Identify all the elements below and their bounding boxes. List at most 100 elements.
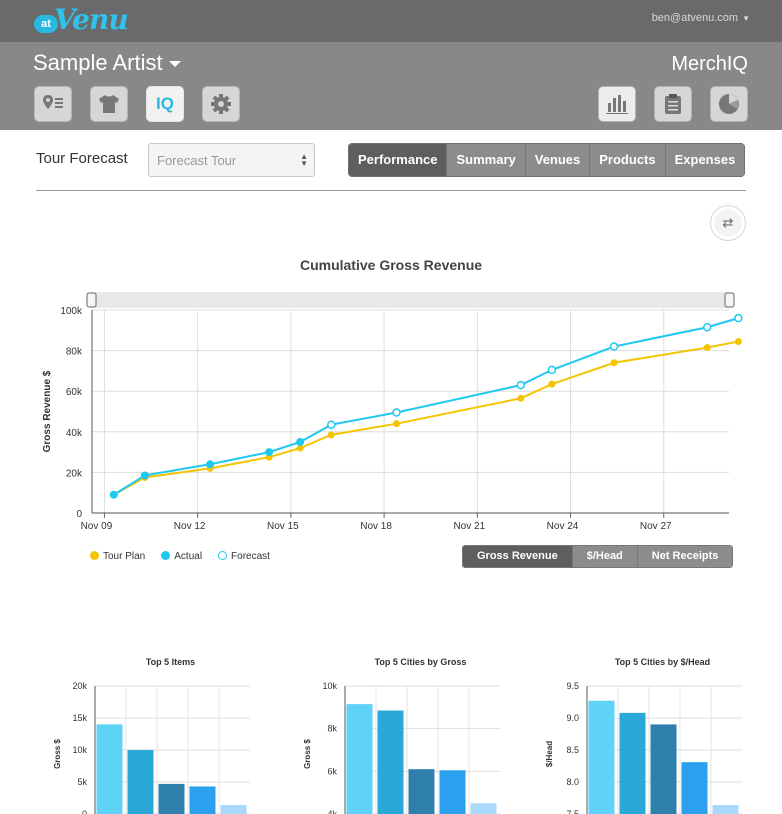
y-tick-label: 4k xyxy=(327,809,337,814)
tab-expenses[interactable]: Expenses xyxy=(664,144,745,176)
y-tick-label: 0 xyxy=(76,509,82,520)
legend-dot xyxy=(161,551,171,560)
point-forecast xyxy=(609,342,619,351)
bar-chart-title: Top 5 Items xyxy=(146,657,195,667)
legend-dot xyxy=(218,551,228,560)
tab-gross-revenue[interactable]: Gross Revenue xyxy=(463,546,572,567)
map-pin-list-icon xyxy=(43,95,63,109)
y-axis-label: Gross $ xyxy=(303,739,312,769)
main-chart-title: Cumulative Gross Revenue xyxy=(299,257,483,273)
y-tick-label: 40k xyxy=(66,428,83,439)
top-bar: at Venu ben@atvenu.com ▼ xyxy=(0,0,782,42)
forecast-tour-select-value: Forecast Tour xyxy=(157,153,237,168)
bar xyxy=(220,805,247,814)
point-tour-plan xyxy=(734,337,742,345)
legend-forecast[interactable]: Forecast xyxy=(218,551,270,562)
bar xyxy=(439,770,466,814)
x-tick-label: Nov 12 xyxy=(174,521,206,532)
point-forecast xyxy=(392,408,401,417)
pie-chart-button[interactable] xyxy=(710,86,748,122)
view-tabs: Performance Summary Venues Products Expe… xyxy=(348,143,746,177)
bar xyxy=(96,724,123,814)
y-tick-label: 15k xyxy=(72,713,87,723)
y-tick-label: 9.0 xyxy=(566,713,579,723)
bar xyxy=(588,700,615,814)
x-tick-label: Nov 21 xyxy=(453,521,485,532)
product-name: MerchIQ xyxy=(671,53,748,75)
y-tick-label: 10k xyxy=(72,745,87,755)
y-tick-label: 8k xyxy=(327,724,337,734)
metric-tabs: Gross Revenue $/Head Net Receipts xyxy=(462,545,734,568)
point-forecast xyxy=(516,380,526,390)
bar xyxy=(346,704,373,814)
point-actual xyxy=(206,460,215,469)
reports-chart-button[interactable] xyxy=(598,86,636,122)
x-tick-label: Nov 15 xyxy=(267,521,299,532)
point-tour-plan xyxy=(517,394,525,402)
iq-icon: IQ xyxy=(156,94,174,113)
point-forecast xyxy=(547,365,557,375)
divider xyxy=(36,190,746,191)
clipboard-icon xyxy=(665,94,681,114)
bar xyxy=(681,762,708,814)
legend-actual[interactable]: Actual xyxy=(161,551,202,562)
x-tick-label: Nov 27 xyxy=(640,521,672,532)
artist-name: Sample Artist xyxy=(33,50,163,75)
merchiq-nav-button[interactable]: IQ xyxy=(146,86,184,122)
bar-chart-title: Top 5 Cities by $/Head xyxy=(615,657,710,667)
swap-arrows-icon: ⇄ xyxy=(722,215,734,230)
sub-header: Sample Artist MerchIQ xyxy=(0,42,782,130)
tab-venues[interactable]: Venues xyxy=(524,144,590,176)
tab-net-receipts[interactable]: Net Receipts xyxy=(636,546,733,567)
y-tick-label: 20k xyxy=(66,468,83,479)
y-axis-label: $/Head xyxy=(545,741,554,767)
series-line-actual-forecast xyxy=(113,317,739,496)
y-tick-label: 20k xyxy=(72,681,87,691)
y-tick-label: 6k xyxy=(327,766,337,776)
y-tick-label: 60k xyxy=(66,387,83,398)
top-cities-per-head-chart: Top 5 Cities by $/Head 7.5 8.0 8.5 9.0 9.5 $/H… xyxy=(545,657,742,814)
user-menu[interactable]: ben@atvenu.com ▼ xyxy=(652,12,750,24)
settings-nav-button[interactable] xyxy=(202,86,240,122)
swap-button[interactable]: ⇄ xyxy=(710,205,746,241)
clipboard-button[interactable] xyxy=(654,86,692,122)
bar-chart-icon xyxy=(606,95,628,114)
tab-per-head[interactable]: $/Head xyxy=(571,546,637,567)
point-tour-plan xyxy=(296,444,304,452)
tab-products[interactable]: Products xyxy=(589,144,665,176)
tab-summary[interactable]: Summary xyxy=(446,144,525,176)
y-tick-label: 10k xyxy=(322,681,337,691)
y-axis-label: Gross Revenue $ xyxy=(42,370,53,452)
cumulative-revenue-chart: 0 20k 40k 60k 80k 100k Nov 09 Nov 12 Nov 15 Nov 1… xyxy=(42,292,743,532)
forecast-tour-select[interactable]: Forecast Tour ▲ ▼ xyxy=(148,143,315,177)
bar xyxy=(158,783,185,814)
point-forecast xyxy=(734,313,743,323)
user-email: ben@atvenu.com xyxy=(651,12,739,24)
chevron-down-icon: ▼ xyxy=(742,14,750,23)
gear-icon xyxy=(211,94,231,114)
bar xyxy=(619,712,646,814)
y-tick-label: 80k xyxy=(66,347,83,358)
chart-legend: Tour Plan Actual Forecast xyxy=(90,551,270,562)
bar xyxy=(408,769,435,814)
chevron-down-icon xyxy=(168,61,181,68)
y-tick-label: 0 xyxy=(82,809,87,814)
point-actual xyxy=(296,437,305,446)
tab-performance[interactable]: Performance xyxy=(349,144,447,176)
tshirt-icon xyxy=(99,95,119,113)
legend-tour-plan[interactable]: Tour Plan xyxy=(90,551,145,562)
tour-forecast-label: Tour Forecast xyxy=(36,150,128,167)
products-nav-button[interactable] xyxy=(90,86,128,122)
venues-nav-button[interactable] xyxy=(34,86,72,122)
y-axis-label: Gross $ xyxy=(53,739,62,769)
atvenu-logo[interactable]: at Venu xyxy=(34,3,129,37)
point-tour-plan xyxy=(393,420,401,428)
bar xyxy=(712,805,739,814)
bar xyxy=(470,803,497,814)
range-navigator xyxy=(92,292,729,308)
point-actual xyxy=(109,490,118,499)
pie-chart-icon xyxy=(719,94,739,114)
bar xyxy=(377,710,404,814)
artist-selector[interactable]: Sample Artist xyxy=(33,50,181,76)
point-actual xyxy=(265,448,274,457)
